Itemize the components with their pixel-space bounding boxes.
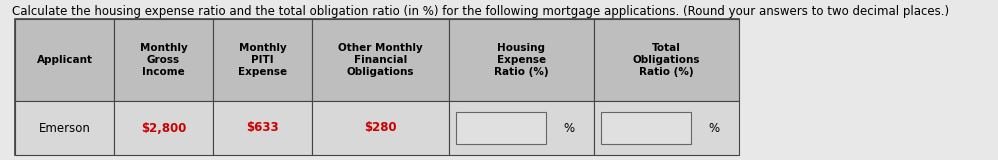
Bar [213, 19, 312, 101]
Bar [456, 112, 546, 144]
Text: Calculate the housing expense ratio and the total obligation ratio (in %) for th: Calculate the housing expense ratio and … [12, 5, 949, 18]
Text: Monthly
Gross
Income: Monthly Gross Income [140, 43, 188, 77]
Text: %: % [709, 121, 720, 135]
Bar [594, 101, 739, 155]
Text: %: % [564, 121, 575, 135]
Bar [449, 19, 594, 101]
Bar [601, 112, 691, 144]
Bar [213, 101, 312, 155]
Text: $2,800: $2,800 [141, 121, 187, 135]
Bar [15, 19, 739, 155]
Text: $280: $280 [364, 121, 397, 135]
Bar [15, 19, 114, 101]
Bar [15, 101, 114, 155]
Text: Other Monthly
Financial
Obligations: Other Monthly Financial Obligations [338, 43, 423, 77]
Bar [312, 101, 449, 155]
Bar [594, 19, 739, 101]
Bar [114, 19, 213, 101]
Bar [114, 101, 213, 155]
Text: Total
Obligations
Ratio (%): Total Obligations Ratio (%) [633, 43, 700, 77]
Text: Housing
Expense
Ratio (%): Housing Expense Ratio (%) [494, 43, 549, 77]
Bar [312, 19, 449, 101]
Text: Monthly
PITI
Expense: Monthly PITI Expense [238, 43, 287, 77]
Text: Emerson: Emerson [39, 121, 91, 135]
Bar [449, 101, 594, 155]
Text: Applicant: Applicant [37, 55, 93, 65]
Text: $633: $633 [247, 121, 278, 135]
